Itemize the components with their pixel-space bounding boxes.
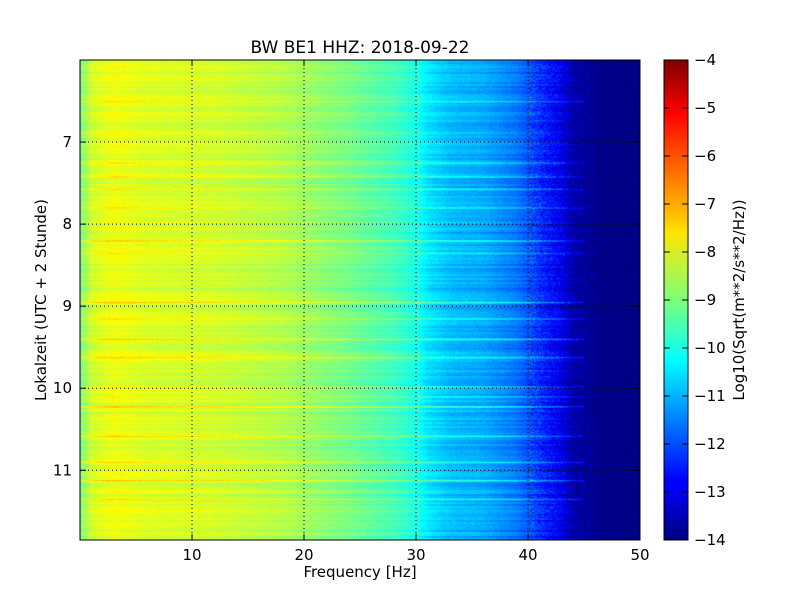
x-tick-label: 20 [294, 546, 313, 564]
y-tick-label: 7 [62, 133, 72, 151]
colorbar-tick-label: −12 [694, 435, 726, 453]
x-tick-label: 30 [406, 546, 425, 564]
colorbar: −4 −5 −6 −7 −8 −9 −10 −11 −12 −13 −14 Log10(Sqrt(m… [663, 51, 748, 549]
x-tick-label: 40 [518, 546, 537, 564]
x-axis-ticks: 10 20 30 40 50 [182, 60, 650, 564]
colorbar-tick-label: −5 [694, 99, 716, 117]
colorbar-tick-label: −6 [694, 147, 716, 165]
colorbar-tick-label: −8 [694, 243, 716, 261]
colorbar-tick-label: −9 [694, 291, 716, 309]
colorbar-tick-label: −11 [694, 387, 726, 405]
plot-frame [79, 59, 641, 541]
spectrogram-heatmap [80, 60, 640, 540]
y-tick-label: 10 [53, 379, 72, 397]
chart-title: BW BE1 HHZ: 2018-09-22 [250, 38, 469, 58]
y-tick-label: 11 [53, 461, 72, 479]
colorbar-tick-label: −14 [694, 531, 726, 549]
y-tick-label: 9 [62, 297, 72, 315]
colorbar-tick-label: −10 [694, 339, 726, 357]
x-tick-label: 10 [182, 546, 201, 564]
spectrogram-plot-area: 10 20 30 40 50 7 8 9 10 11 [53, 59, 650, 564]
y-tick-label: 8 [62, 215, 72, 233]
x-tick-label: 50 [630, 546, 649, 564]
colorbar-label: Log10(Sqrt(m**2/s**2/Hz)) [730, 199, 748, 400]
colorbar-tick-label: −4 [694, 51, 716, 69]
colorbar-tick-label: −7 [694, 195, 716, 213]
y-axis-ticks: 7 8 9 10 11 [53, 133, 640, 479]
y-axis-label: Lokalzeit (UTC + 2 Stunde) [32, 199, 50, 401]
x-axis-label: Frequency [Hz] [303, 563, 416, 581]
grid-lines [80, 60, 640, 540]
colorbar-tick-label: −13 [694, 483, 726, 501]
colorbar-ticks: −4 −5 −6 −7 −8 −9 −10 −11 −12 −13 −14 [664, 51, 726, 549]
